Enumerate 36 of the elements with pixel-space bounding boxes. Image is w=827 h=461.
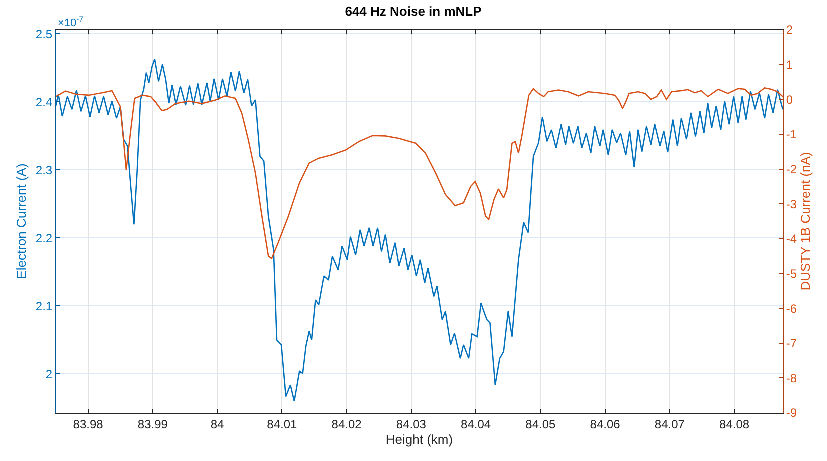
line-series [56,58,783,402]
y-tick-label: 2.1 [36,299,53,314]
y2-tick-label: -3 [786,197,798,212]
y-axis-title: Electron Current (A) [14,164,29,280]
y-tick-label: 2.2 [36,231,53,246]
x-tick-label: 83.98 [73,417,104,432]
y-tick-label: 2.5 [36,27,53,42]
y-tick-label: 2.3 [36,163,53,178]
x-tick-label: 83.99 [138,417,168,432]
y2-tick-label: -5 [786,266,798,281]
y-tick-label: 2.4 [36,95,53,110]
x-tick-label: 84.02 [332,417,362,432]
x-tick-label: 84.01 [267,417,298,432]
y-tick-label: 2 [46,367,53,382]
x-tick-label: 84.07 [654,417,686,432]
chart-title: 644 Hz Noise in mNLP [345,4,482,20]
y2-tick-label: 0 [786,92,794,107]
x-tick-label: 84.04 [461,417,492,432]
y2-tick-label: -7 [786,336,798,351]
x-tick-label: 84.06 [590,417,621,432]
text: ×10$^{-7}$ [58,15,84,30]
y2-tick-label: -4 [786,232,798,246]
y2-tick-label: -9 [786,406,798,420]
x-tick-label: 84.08 [720,417,750,432]
x-tick-label: 84 [210,417,225,432]
y2-tick-label: -6 [786,302,798,316]
y2-tick-label: -8 [786,371,798,386]
x-axis-title: Height (km) [386,432,454,447]
y2-axis-title: DUSTY 1B Current (nA) [798,152,813,291]
line-series [56,88,783,260]
x-tick-label: 84.05 [526,417,556,432]
x-tick-label: 84.03 [396,417,427,432]
y2-tick-label: -1 [786,128,798,142]
y2-tick-label: -2 [786,162,798,176]
y2-tick-label: 1 [786,58,794,72]
y2-tick-label: 2 [786,23,794,38]
